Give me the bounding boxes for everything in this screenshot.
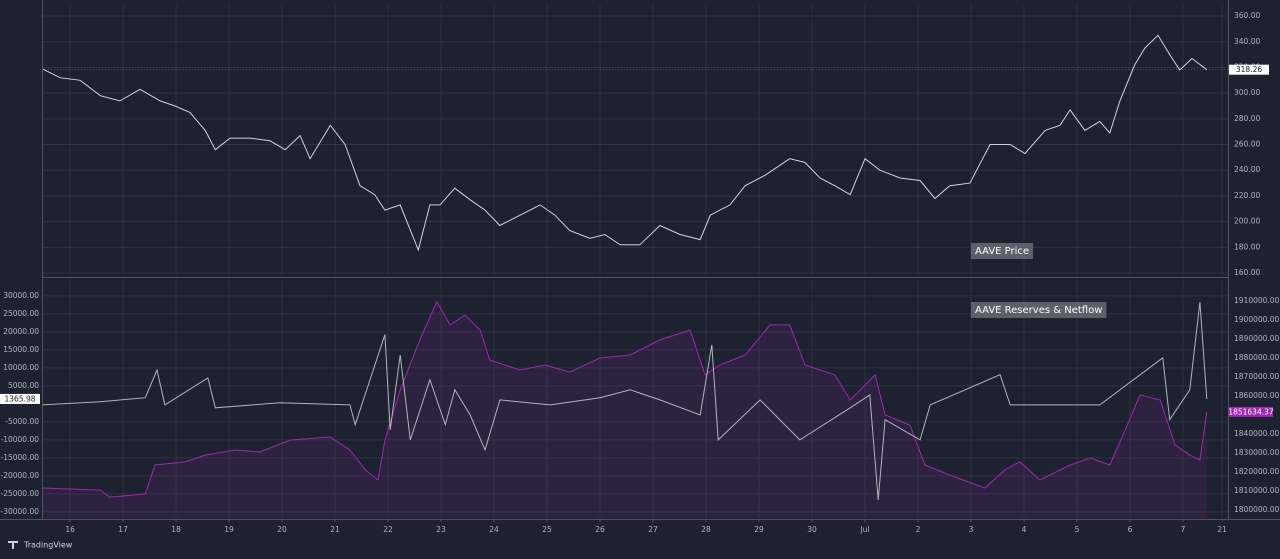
y-tick-label: -20000.00 bbox=[1, 471, 40, 480]
x-tick-label: 29 bbox=[754, 525, 764, 534]
y2-tick-label: 1820000.00 bbox=[1234, 467, 1280, 476]
x-tick-label: 20 bbox=[277, 525, 287, 534]
y-tick-label: 25000.00 bbox=[3, 309, 39, 318]
annotation: AAVE Reserves & Netflow bbox=[975, 305, 1102, 316]
y2-tick-label: 1860000.00 bbox=[1234, 391, 1280, 400]
line bbox=[41, 301, 1208, 501]
x-tick-label: 25 bbox=[542, 525, 552, 534]
x-tick-label: 18 bbox=[171, 525, 181, 534]
brand-logo bbox=[8, 541, 18, 549]
y-tick-label: -15000.00 bbox=[1, 453, 40, 462]
y2-tick-label: 1890000.00 bbox=[1234, 334, 1280, 343]
grid bbox=[42, 5, 1228, 518]
y-tick-label: 10000.00 bbox=[3, 363, 39, 372]
y2-tick-label: 1800000.00 bbox=[1234, 505, 1280, 514]
y-tick-label: -30000.00 bbox=[1, 507, 40, 516]
x-tick-label: 21 bbox=[1217, 525, 1227, 534]
x-tick-label: 5 bbox=[1075, 525, 1080, 534]
y2-tick-label: 1830000.00 bbox=[1234, 448, 1280, 457]
x-tick-label: 24 bbox=[489, 525, 499, 534]
x-tick-label: 23 bbox=[436, 525, 446, 534]
y-tick-label: -25000.00 bbox=[1, 489, 40, 498]
y-tick-label: 220.00 bbox=[1234, 191, 1260, 200]
y-tick-label: 20000.00 bbox=[3, 327, 39, 336]
y2-tick-label: 1900000.00 bbox=[1234, 315, 1280, 324]
y-tick-label: 5000.00 bbox=[8, 381, 39, 390]
y-tick-label: -10000.00 bbox=[1, 435, 40, 444]
y-tick-label: 360.00 bbox=[1234, 11, 1260, 20]
y-tick-label: 260.00 bbox=[1234, 140, 1260, 149]
y2-tick-label: 1910000.00 bbox=[1234, 296, 1280, 305]
last-value-box bbox=[0, 393, 40, 404]
y2-tick-label: 1810000.00 bbox=[1234, 486, 1280, 495]
x-tick-label: 2 bbox=[916, 525, 921, 534]
last-value-label: 1365.98 bbox=[4, 394, 35, 403]
last-value-label: 1851634.37 bbox=[1228, 407, 1274, 416]
area bbox=[42, 301, 1207, 518]
y-tick-label: 340.00 bbox=[1234, 37, 1260, 46]
x-tick-label: 30 bbox=[807, 525, 817, 534]
x-tick-label: 19 bbox=[224, 525, 234, 534]
x-tick-label: 22 bbox=[383, 525, 393, 534]
y-tick-label: 300.00 bbox=[1234, 88, 1260, 97]
y-tick-label: 15000.00 bbox=[3, 345, 39, 354]
x-tick-label: 17 bbox=[118, 525, 128, 534]
y-tick-label: 30000.00 bbox=[3, 291, 39, 300]
annotation-box bbox=[971, 243, 1034, 259]
x-tick-label: 3 bbox=[969, 525, 974, 534]
last-value-box bbox=[1229, 64, 1269, 75]
line bbox=[41, 300, 1208, 498]
y-tick-label: -5000.00 bbox=[5, 417, 39, 426]
brand: TradingView bbox=[23, 541, 73, 550]
x-tick-label: 4 bbox=[1022, 525, 1027, 534]
y-tick-label: 180.00 bbox=[1234, 242, 1260, 251]
y2-tick-label: 1880000.00 bbox=[1234, 353, 1280, 362]
last-value-label: 318.26 bbox=[1236, 65, 1262, 74]
x-tick-label: 6 bbox=[1128, 525, 1133, 534]
x-tick-label: 27 bbox=[648, 525, 658, 534]
x-tick-label: 28 bbox=[701, 525, 711, 534]
x-tick-label: 21 bbox=[330, 525, 340, 534]
y-tick-label: 240.00 bbox=[1234, 165, 1260, 174]
labels: 160.00 180.00 200.00 220.00 240.00 260.00 280.… bbox=[0, 11, 1280, 534]
x-tick-label: Jul bbox=[859, 525, 869, 534]
annotation: AAVE Price bbox=[975, 246, 1029, 257]
y-tick-label: 280.00 bbox=[1234, 114, 1260, 123]
x-tick-label: 7 bbox=[1181, 525, 1186, 534]
y-tick-label: 200.00 bbox=[1234, 217, 1260, 226]
y2-tick-label: 1840000.00 bbox=[1234, 429, 1280, 438]
x-tick-label: 16 bbox=[65, 525, 75, 534]
line bbox=[41, 34, 1208, 252]
annotation-box bbox=[971, 302, 1107, 318]
x-tick-label: 26 bbox=[595, 525, 605, 534]
marks bbox=[41, 34, 1208, 518]
y-tick-label: 160.00 bbox=[1234, 268, 1260, 277]
y2-tick-label: 1870000.00 bbox=[1234, 372, 1280, 381]
last-value-box bbox=[1229, 406, 1273, 417]
